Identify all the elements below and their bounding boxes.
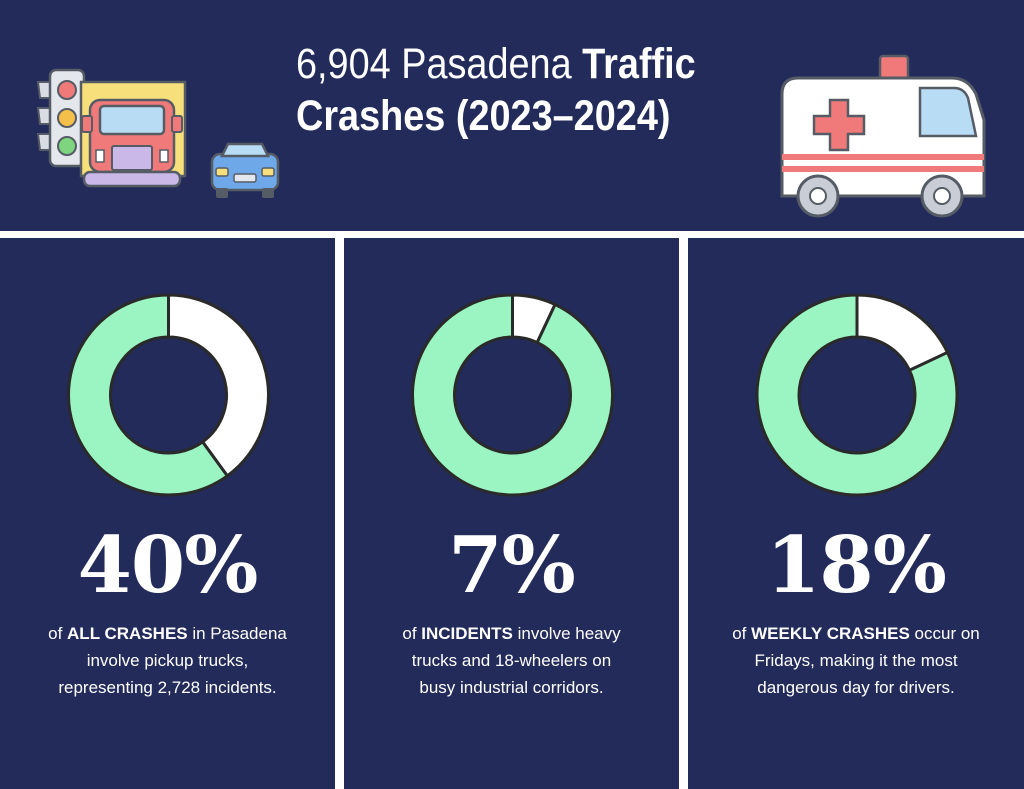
ambulance-icon — [780, 54, 986, 218]
title-part-3: Crashes (2023–2024) — [296, 92, 671, 140]
desc-line3: representing 2,728 incidents. — [58, 678, 277, 697]
page-title: 6,904 Pasadena Traffic Crashes (2023–202… — [296, 38, 710, 142]
donut-slice-0 — [167, 293, 270, 478]
desc-emphasis: WEEKLY CRASHES — [751, 624, 910, 643]
title-part-1: 6,904 Pasadena — [296, 40, 583, 88]
desc-line1-rest: in Pasadena — [187, 624, 287, 643]
donut-chart-pickup — [67, 293, 270, 497]
desc-prefix: of — [402, 624, 422, 643]
desc-line1-rest: occur on — [909, 624, 980, 643]
donut-slice-1 — [67, 293, 229, 497]
desc-line2: trucks and 18-wheelers on — [411, 651, 612, 670]
desc-line2: involve pickup trucks, — [86, 651, 249, 670]
donut-chart-fridays — [755, 293, 959, 497]
stat-panel-fridays — [688, 238, 1024, 789]
desc-line1-rest: involve heavy — [512, 624, 621, 643]
desc-prefix: of — [48, 624, 68, 643]
stat-panel-heavy-trucks — [344, 238, 679, 789]
stat-panel-pickup — [0, 238, 335, 789]
stat-description-pickup: of ALL CRASHES in Pasadena involve picku… — [0, 620, 335, 701]
donut-slice-1 — [755, 293, 959, 497]
stat-value-heavy-trucks: 7% — [448, 520, 575, 611]
stat-value-pickup: 40% — [77, 520, 259, 611]
stat-description-heavy-trucks: of INCIDENTS involve heavy trucks and 18… — [344, 620, 679, 701]
desc-line3: dangerous day for drivers. — [757, 678, 955, 697]
car-icon — [210, 142, 280, 198]
desc-line3: busy industrial corridors. — [419, 678, 604, 697]
desc-emphasis: INCIDENTS — [421, 624, 513, 643]
desc-line2: Fridays, making it the most — [754, 651, 958, 670]
desc-prefix: of — [732, 624, 752, 643]
donut-chart-heavy-trucks — [411, 293, 614, 497]
truck-icon — [79, 80, 187, 188]
desc-emphasis: ALL CRASHES — [67, 624, 188, 643]
stat-value-fridays: 18% — [766, 520, 947, 611]
donut-slice-1 — [411, 293, 614, 497]
stat-description-fridays: of WEEKLY CRASHES occur on Fridays, maki… — [688, 620, 1024, 701]
title-part-2: Traffic — [582, 40, 696, 88]
header-banner: 6,904 Pasadena Traffic Crashes (2023–202… — [0, 0, 1024, 231]
